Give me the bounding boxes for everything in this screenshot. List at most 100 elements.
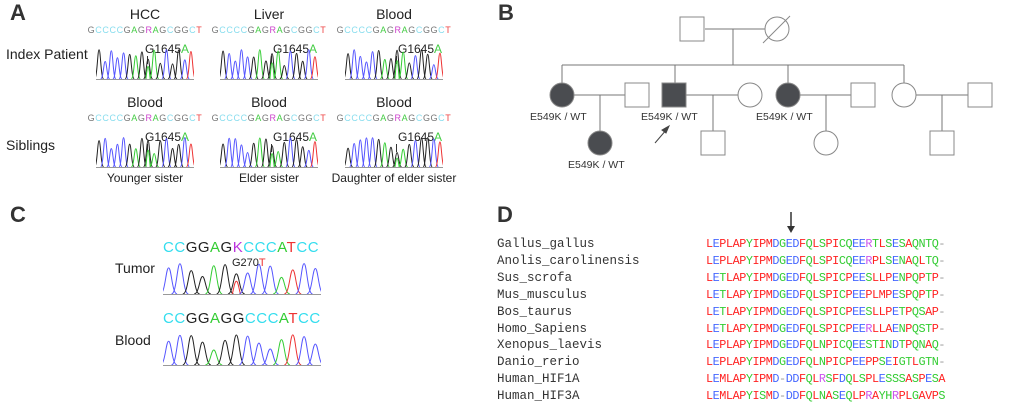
trace-peak xyxy=(303,49,314,80)
panel-label-c: C xyxy=(10,202,26,227)
base-letter: S xyxy=(938,389,946,404)
mutation-alt: A xyxy=(434,130,443,144)
base-letter: E xyxy=(858,304,866,319)
trace-peak xyxy=(230,138,241,168)
base-letter: L xyxy=(905,389,912,404)
base-letter: P xyxy=(905,338,912,353)
base-letter: C xyxy=(189,113,197,123)
protein-sequence: LEMLAPYISMD-DDFQLNASEQLPRAYHRPLGAVPS xyxy=(706,389,945,403)
base-letter: C xyxy=(415,113,423,123)
trace-peak xyxy=(167,147,178,168)
trace-peak xyxy=(170,263,189,295)
base-letter: S xyxy=(865,304,873,319)
base-letter: S xyxy=(918,321,926,336)
base-letter: C xyxy=(267,310,279,327)
base-letter: P xyxy=(719,253,726,268)
base-letter: L xyxy=(812,372,819,387)
base-letter: T xyxy=(898,304,906,319)
protein-sequence: LETLAPYIPMDGEDFQLSPICPEESLLPETPQSAP- xyxy=(706,305,945,319)
base-letter: S xyxy=(891,372,899,387)
base-letter: L xyxy=(812,253,819,268)
base-letter: L xyxy=(725,372,733,387)
base-letter: T xyxy=(320,25,327,35)
chromatogram xyxy=(345,137,443,168)
base-letter: E xyxy=(712,321,720,336)
base-letter: L xyxy=(706,338,713,353)
base-letter: G xyxy=(297,113,306,123)
trace-peak xyxy=(261,348,279,366)
base-letter: T xyxy=(719,270,726,285)
base-letter: Y xyxy=(745,287,753,302)
base-letter: D xyxy=(772,304,780,319)
base-letter: I xyxy=(832,321,839,336)
base-letter: C xyxy=(219,113,227,123)
base-letter: L xyxy=(725,389,733,404)
base-letter: N xyxy=(898,270,906,285)
mutation-arrow-icon xyxy=(147,144,148,152)
base-letter: L xyxy=(725,287,733,302)
base-letter: C xyxy=(226,25,234,35)
base-letter: M xyxy=(765,253,773,268)
trace-peak xyxy=(96,140,105,168)
base-letter: R xyxy=(394,25,402,35)
trace-peak xyxy=(297,146,308,168)
species-name: Human_HIF1A xyxy=(497,372,580,387)
base-letter: C xyxy=(307,239,320,256)
affected-female-elder-sister xyxy=(775,82,801,108)
protein-sequence: LETLAPYIPMDGEDFQLSPICPEERLLAENPQSTP- xyxy=(706,322,945,336)
base-letter: I xyxy=(891,355,899,370)
base-letter: R xyxy=(865,321,873,336)
base-letter: L xyxy=(812,389,819,404)
base-letter: I xyxy=(832,287,839,302)
base-letter: E xyxy=(858,287,866,302)
trace-peak xyxy=(130,55,141,80)
base-letter: G xyxy=(137,25,146,35)
base-letter: G xyxy=(185,239,198,256)
base-letter: C xyxy=(244,310,257,327)
trace-peak xyxy=(272,339,291,366)
base-letter: Y xyxy=(745,237,753,251)
base-letter: E xyxy=(891,321,899,336)
base-letter: G xyxy=(173,25,182,35)
base-letter: Q xyxy=(911,270,919,285)
trace-peak xyxy=(254,137,265,168)
base-letter: P xyxy=(845,270,853,285)
sequence-text: GCCCCGAGRAGCGGCT xyxy=(334,25,454,35)
base-letter: C xyxy=(358,25,366,35)
base-letter: C xyxy=(163,239,175,256)
base-letter: A xyxy=(255,113,262,123)
base-letter: N xyxy=(918,338,926,353)
base-letter: P xyxy=(885,304,892,319)
base-letter: R xyxy=(269,25,277,35)
base-letter: R xyxy=(145,113,153,123)
base-letter: L xyxy=(878,304,886,319)
base-letter: S xyxy=(818,321,826,336)
base-letter: R xyxy=(394,113,402,123)
trace-peak xyxy=(242,56,253,80)
base-letter: P xyxy=(905,287,912,302)
base-letter: R xyxy=(865,253,873,268)
base-letter: G xyxy=(779,287,786,302)
base-letter: L xyxy=(812,338,819,353)
base-letter: E xyxy=(712,372,720,387)
base-letter: P xyxy=(739,304,746,319)
trace-peak xyxy=(416,49,427,80)
base-letter: C xyxy=(174,239,186,256)
base-letter: P xyxy=(931,321,939,336)
base-letter: G xyxy=(779,237,786,251)
base-letter: D xyxy=(772,287,780,302)
base-letter: C xyxy=(358,113,366,123)
base-letter: S xyxy=(818,253,826,268)
base-letter: D xyxy=(772,338,780,353)
mutation-ref: G1645 xyxy=(145,130,182,144)
base-letter: Q xyxy=(805,355,813,370)
base-letter: E xyxy=(891,287,899,302)
base-letter: E xyxy=(878,372,886,387)
base-letter: P xyxy=(739,321,746,336)
base-letter: F xyxy=(798,389,806,404)
base-letter: G xyxy=(372,113,381,123)
trace-peak xyxy=(155,140,166,168)
base-letter: I xyxy=(752,321,760,336)
base-letter: P xyxy=(872,253,879,268)
base-letter: L xyxy=(725,304,733,319)
